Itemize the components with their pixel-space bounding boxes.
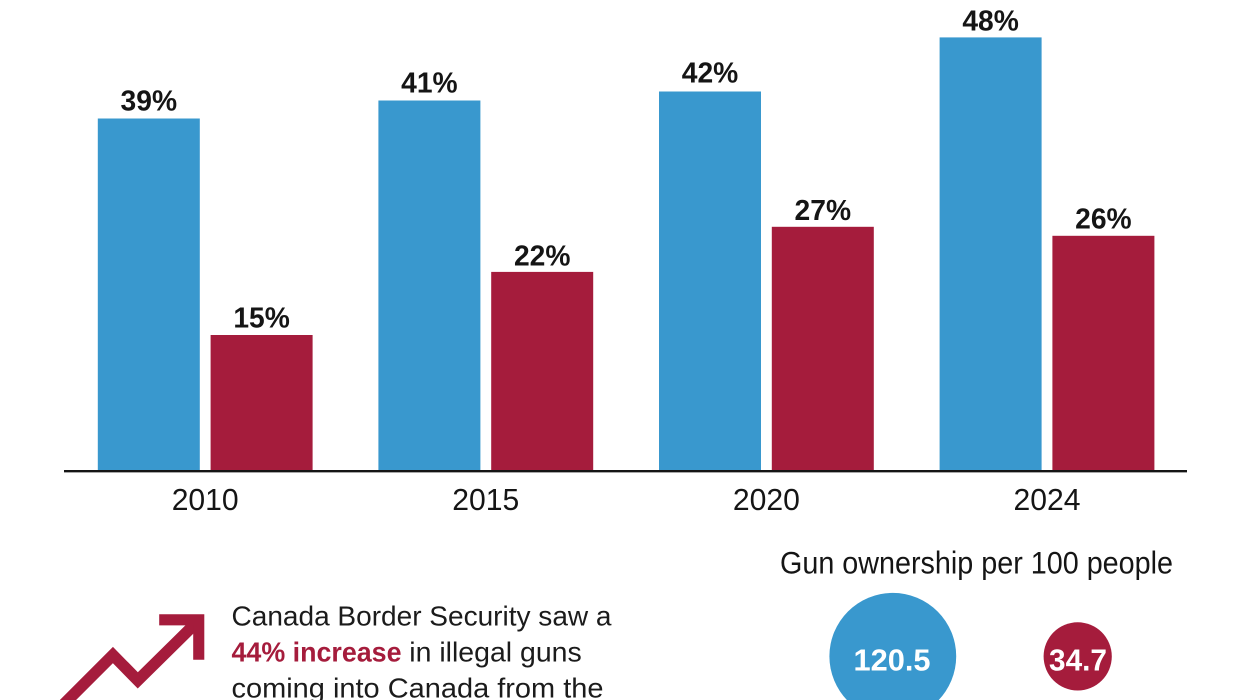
svg-text:26%: 26%: [1075, 203, 1132, 235]
svg-text:27%: 27%: [795, 195, 852, 227]
svg-text:2015: 2015: [452, 482, 519, 517]
svg-text:44% increase: 44% increase: [232, 636, 402, 668]
svg-text:Gun ownership per 100 people: Gun ownership per 100 people: [780, 545, 1173, 581]
svg-text:15%: 15%: [233, 303, 290, 335]
svg-text:34.7: 34.7: [1049, 642, 1107, 677]
svg-text:Canada Border Security saw a: Canada Border Security saw a: [232, 600, 612, 632]
svg-text:2010: 2010: [172, 482, 239, 517]
svg-text:in illegal guns: in illegal guns: [409, 636, 581, 668]
svg-text:coming into Canada from the: coming into Canada from the: [232, 672, 604, 700]
svg-text:41%: 41%: [401, 68, 458, 100]
svg-text:2020: 2020: [733, 482, 800, 517]
svg-text:42%: 42%: [682, 58, 739, 90]
svg-text:22%: 22%: [514, 241, 571, 273]
svg-text:120.5: 120.5: [854, 643, 931, 678]
svg-text:39%: 39%: [121, 86, 178, 118]
svg-text:2024: 2024: [1014, 482, 1081, 517]
svg-text:48%: 48%: [962, 6, 1019, 38]
